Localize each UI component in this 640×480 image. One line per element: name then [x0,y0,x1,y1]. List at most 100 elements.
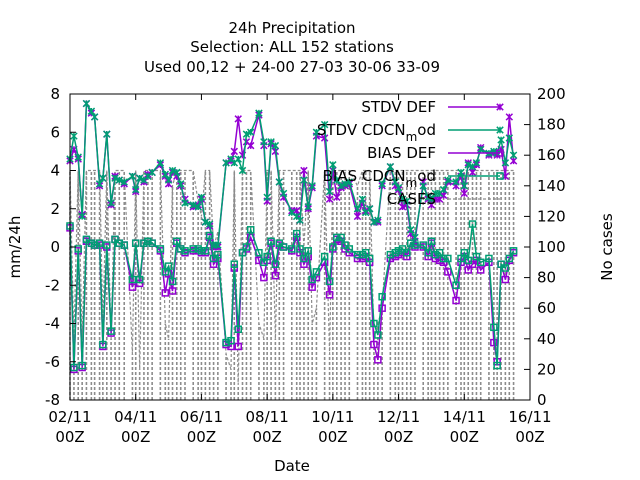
y-tick-label: -2 [45,276,60,294]
data-point [460,248,469,257]
legend-label: BIAS CDCNmod [323,167,436,190]
data-point [234,115,242,123]
data-point [403,248,411,257]
data-point [288,245,296,253]
data-point [120,241,128,249]
data-point [234,342,242,351]
data-point [386,162,395,171]
data-point [260,273,268,282]
x-tick-label-time: 00Z [450,428,479,446]
y-axis-label: mm/24h [6,216,24,279]
data-point [435,248,444,257]
data-point [271,260,280,268]
data-point [460,189,469,198]
data-point [279,189,288,198]
data-point [111,174,119,182]
data-point [505,254,514,263]
x-tick-label: 14/11 [443,408,486,426]
data-point [337,182,345,190]
data-point [439,258,448,267]
x-tick-label: 04/11 [114,408,157,426]
data-point [120,178,128,186]
x-tick-label: 02/11 [48,408,91,426]
data-point [168,277,177,286]
data-point [406,239,415,247]
data-point [505,134,514,142]
data-point [452,178,460,186]
data-point [490,323,498,332]
data-point [156,159,165,167]
x-tick-label: 12/11 [377,408,420,426]
data-point [205,220,214,228]
y-tick-label: -6 [45,353,60,371]
data-point [288,208,296,217]
data-point [439,185,448,194]
data-point [325,195,334,203]
data-point [403,197,411,205]
data-point [374,331,382,339]
data-point [472,252,481,261]
data-point [176,180,185,188]
data-point [74,153,82,161]
data-point [333,233,341,242]
data-point [509,157,518,165]
data-point [263,193,271,202]
x-axis: 02/11 00Z 04/11 00Z 06/11 00Z 08/11 00Z 10/11 00Z… [48,94,552,446]
legend-swatch-marker [496,172,504,180]
data-point [292,229,301,238]
data-point [161,170,170,179]
data-point [427,195,436,203]
x-tick-label: 08/11 [246,408,289,426]
y2-tick-label: 40 [537,330,556,348]
data-point [341,180,349,188]
data-point [296,245,304,253]
legend-swatch-marker [496,126,504,134]
y2-tick-label: 80 [537,269,556,287]
data-point [398,245,407,253]
data-point [464,256,472,265]
data-point [78,212,86,221]
y2-axis-label: No cases [598,213,616,281]
data-point [246,141,255,150]
x-tick-label: 16/11 [508,408,551,426]
data-point [255,248,263,257]
data-point [128,275,137,284]
y-tick-label: 6 [50,123,60,141]
data-point [70,363,78,372]
series-line [69,224,515,368]
data-point [497,260,505,268]
x-tick-label-time: 00Z [384,428,413,446]
data-point [460,182,469,190]
data-point [304,203,312,211]
y2-tick-label: 0 [537,391,547,409]
data-point [358,195,367,203]
data-point [394,247,403,255]
data-point [365,254,374,263]
data-point [394,183,403,192]
legend-label: STDV CDCNmod [317,121,436,144]
data-point [325,277,334,286]
y2-tick-label: 120 [537,207,566,225]
data-point [181,199,189,207]
data-point [82,99,91,108]
y-axis-left: -8 -6 -4 -2 0 2 4 6 8 [45,85,76,409]
data-point [115,239,124,247]
y-tick-label: 4 [50,162,60,180]
y2-tick-label: 200 [537,85,566,103]
data-point [156,245,165,253]
data-point [435,256,444,265]
data-point [509,247,518,255]
data-point [181,247,189,255]
data-point [87,107,96,115]
data-point [308,182,316,190]
data-point [246,226,255,234]
data-point [197,193,206,202]
legend-label: BIAS DEF [367,144,436,162]
data-point [164,176,173,184]
data-point [493,361,501,370]
data-point [353,254,362,263]
data-point [370,218,378,226]
series-lines [66,99,518,374]
data-point [135,279,144,288]
data-point [164,262,173,270]
